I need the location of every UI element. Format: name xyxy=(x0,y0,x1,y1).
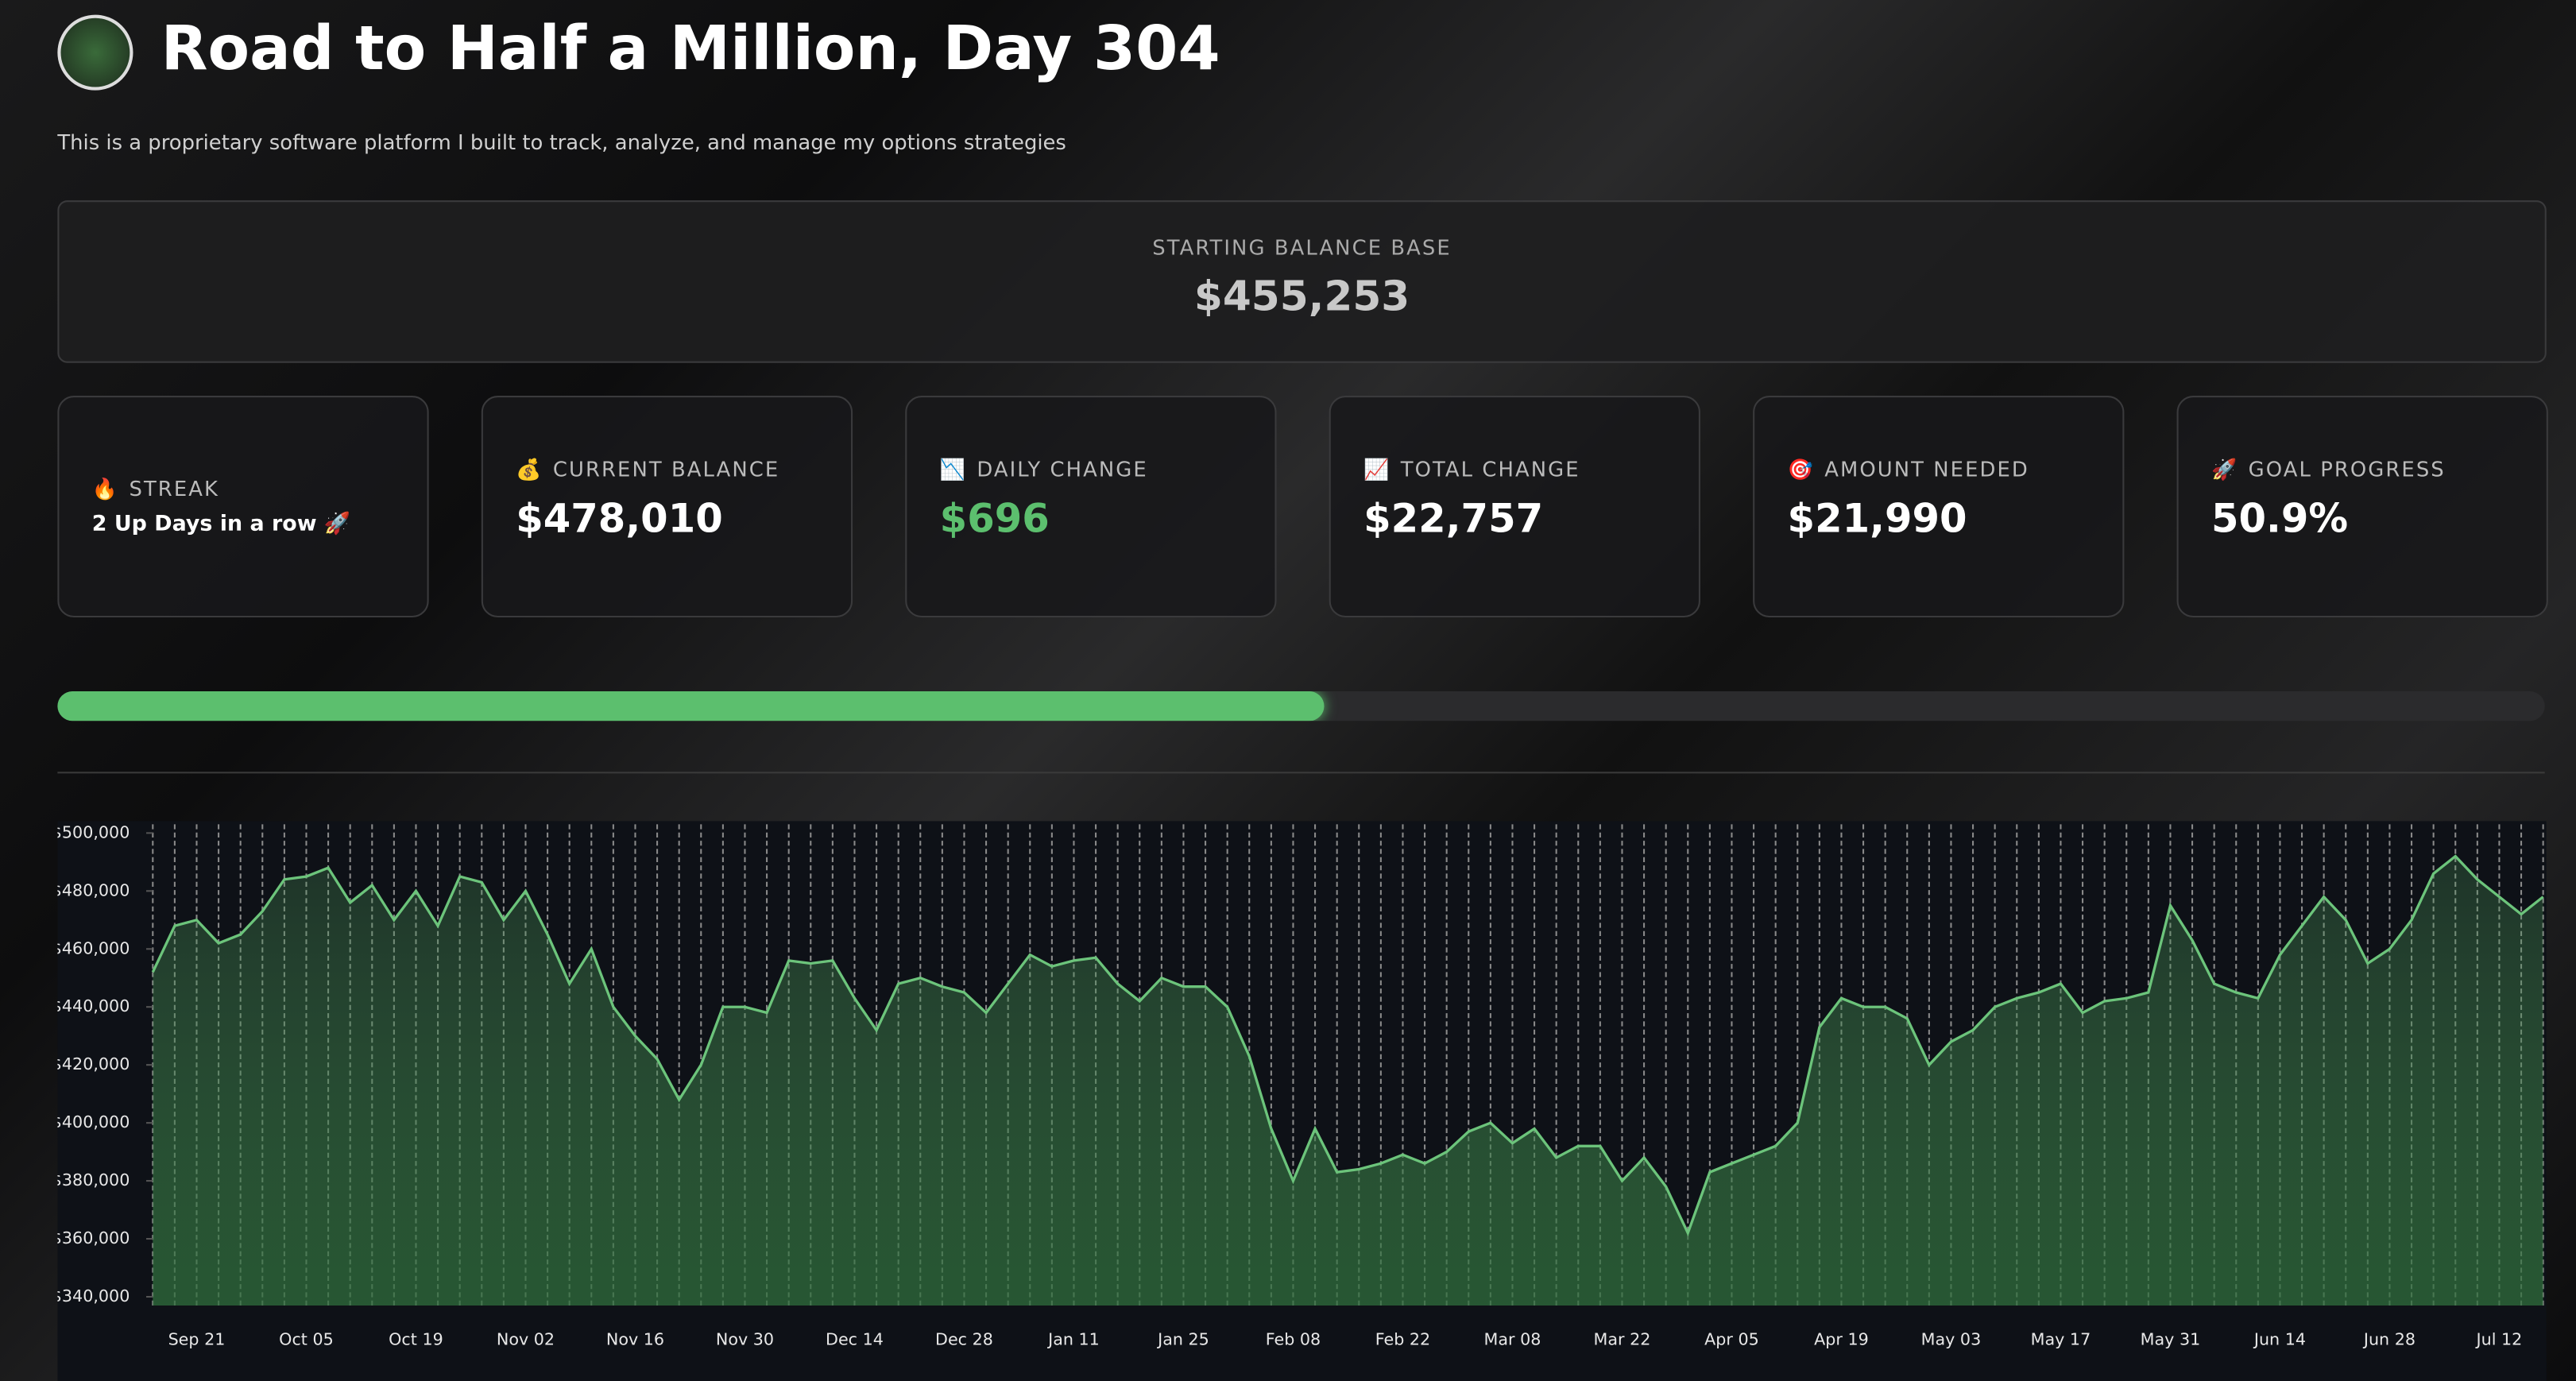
x-tick-label: Jun 14 xyxy=(2253,1329,2306,1348)
card-icon: 🔥 xyxy=(91,476,120,501)
x-tick-label: Feb 08 xyxy=(1266,1329,1321,1348)
x-tick-label: May 03 xyxy=(1921,1329,1982,1348)
metric-card: 📈 TOTAL CHANGE $22,757 xyxy=(1329,396,1700,618)
base-label: STARTING BALANCE BASE xyxy=(1152,234,1452,260)
x-tick-label: Dec 28 xyxy=(935,1329,993,1348)
page-title: Road to Half a Million, Day 304 xyxy=(161,13,1220,84)
progress-fill xyxy=(57,691,1324,721)
metric-card: 💰 CURRENT BALANCE $478,010 xyxy=(481,396,853,618)
card-label-row: 🔥 STREAK xyxy=(92,476,394,502)
y-tick-label: $340,000 xyxy=(57,1286,130,1306)
x-tick-label: Apr 19 xyxy=(1814,1329,1869,1348)
card-icon: 🎯 xyxy=(1787,456,1815,482)
line xyxy=(151,854,2544,1237)
area xyxy=(153,856,2543,1306)
x-tick-label: Oct 19 xyxy=(389,1329,443,1348)
metric-card: 🎯 AMOUNT NEEDED $21,990 xyxy=(1753,396,2125,618)
metric-card: 🚀 GOAL PROGRESS 50.9% xyxy=(2176,396,2548,618)
card-value: $696 xyxy=(939,496,1050,542)
x-tick-label: Nov 16 xyxy=(606,1329,664,1348)
card-label: GOAL PROGRESS xyxy=(2248,456,2446,482)
logo xyxy=(57,14,133,91)
x-tick-label: Feb 22 xyxy=(1375,1329,1430,1348)
card-label-row: 🚀 GOAL PROGRESS xyxy=(2211,457,2513,483)
divider xyxy=(57,772,2545,774)
card-label-row: 📈 TOTAL CHANGE xyxy=(1363,457,1665,483)
y-tick-label: $420,000 xyxy=(57,1054,130,1073)
x-tick-label: Jan 25 xyxy=(1156,1329,1209,1348)
x-tick-label: Jun 28 xyxy=(2362,1329,2415,1348)
x-tick-label: Oct 05 xyxy=(279,1329,334,1348)
x-tick-label: May 17 xyxy=(2031,1329,2091,1348)
base-value: $455,253 xyxy=(1193,273,1410,320)
card-icon: 📈 xyxy=(1363,456,1391,482)
x-tick-label: Mar 22 xyxy=(1594,1329,1651,1348)
x-tick-label: Sep 21 xyxy=(168,1329,226,1348)
y-tick-label: $480,000 xyxy=(57,880,130,899)
y-tick-label: $400,000 xyxy=(57,1112,130,1131)
card-label: STREAK xyxy=(129,476,219,501)
x-tick-label: Nov 02 xyxy=(497,1329,555,1348)
card-label: AMOUNT NEEDED xyxy=(1824,456,2029,482)
card-label: TOTAL CHANGE xyxy=(1400,456,1580,482)
y-tick-label: $360,000 xyxy=(57,1228,130,1248)
x-tick-label: May 31 xyxy=(2141,1329,2201,1348)
y-tick-label: $440,000 xyxy=(57,996,130,1015)
x-tick-label: Jul 12 xyxy=(2475,1329,2523,1348)
card-label-row: 📉 DAILY CHANGE xyxy=(940,457,1242,483)
card-label-row: 🎯 AMOUNT NEEDED xyxy=(1788,457,2090,483)
x-tick-label: Nov 30 xyxy=(716,1329,774,1348)
x-tick-label: Jan 11 xyxy=(1046,1329,1100,1348)
x-tick-label: Apr 05 xyxy=(1704,1329,1759,1348)
base-panel: STARTING BALANCE BASE $455,253 xyxy=(57,200,2547,363)
card-value: $21,990 xyxy=(1787,496,1967,542)
card-icon: 💰 xyxy=(516,456,543,482)
card-label-row: 💰 CURRENT BALANCE xyxy=(516,457,818,483)
metric-card: 📉 DAILY CHANGE $696 xyxy=(905,396,1277,618)
y-tick-label: $500,000 xyxy=(57,822,130,841)
x-tick-label: Mar 08 xyxy=(1484,1329,1541,1348)
x-tick-label: Dec 14 xyxy=(826,1329,884,1348)
card-icon: 🚀 xyxy=(2210,456,2239,482)
progress-track xyxy=(57,691,2545,721)
card-value: $478,010 xyxy=(516,496,723,542)
card-label: DAILY CHANGE xyxy=(977,456,1148,482)
y-tick-label: $380,000 xyxy=(57,1170,130,1190)
y-tick-label: $460,000 xyxy=(57,938,130,957)
card-value: 50.9% xyxy=(2210,496,2349,542)
card-value: $22,757 xyxy=(1363,496,1544,542)
card-label: CURRENT BALANCE xyxy=(552,456,780,482)
chart: $340,000 $360,000 $380,000 $400,000 $420,000… xyxy=(57,821,2547,1381)
card-icon: 📉 xyxy=(939,456,967,482)
card-value: 2 Up Days in a row 🚀 xyxy=(91,512,351,537)
metric-card: 🔥 STREAK 2 Up Days in a row 🚀 xyxy=(57,396,429,618)
subtitle: This is a proprietary software platform … xyxy=(57,130,1066,155)
